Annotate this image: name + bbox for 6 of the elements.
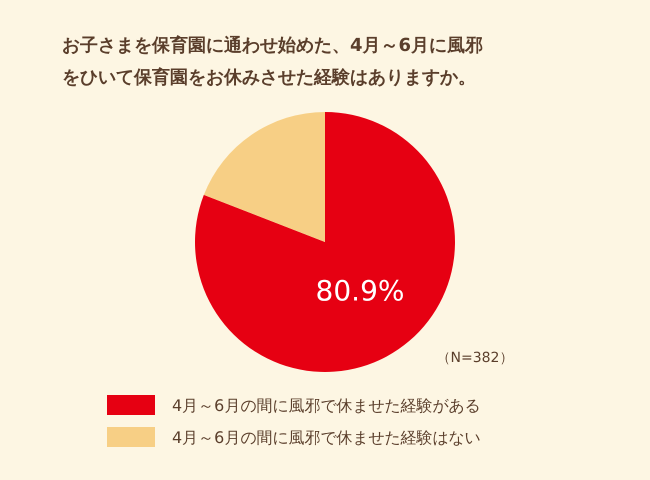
pie-slice [204, 112, 325, 242]
legend-label: 4月～6月の間に風邪で休ませた経験がある [172, 396, 480, 415]
legend-label: 4月～6月の間に風邪で休ませた経験はない [172, 428, 480, 447]
data-label: 80.9% [316, 274, 405, 308]
text: （N=382） [436, 350, 514, 366]
chart-title: お子さまを保育園に通わせ始めた、4月～6月に風邪をひいて保育園をお休みさせた経験はありますか。 [62, 34, 484, 90]
